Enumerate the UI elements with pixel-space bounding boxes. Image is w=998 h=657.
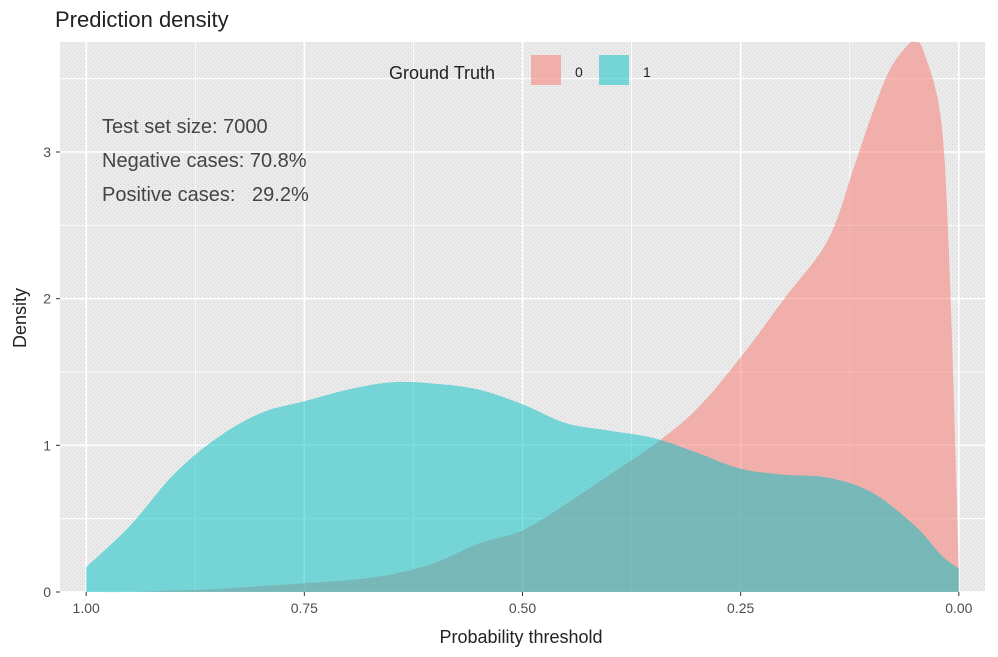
annotation-negative-cases: Negative cases: 70.8% — [102, 150, 307, 172]
axis-ticks: 1.00 0.75 0.50 0.25 0.00 0 1 2 3 — [43, 144, 972, 616]
legend-title: Ground Truth — [389, 63, 495, 83]
y-tick-label: 1 — [43, 437, 51, 453]
x-tick-label: 0.75 — [291, 600, 318, 616]
annotation-test-set-size: Test set size: 7000 — [102, 116, 268, 138]
x-tick-label: 0.50 — [509, 600, 536, 616]
density-series — [86, 41, 959, 593]
chart-title: Prediction density — [55, 7, 229, 32]
x-tick-label: 0.00 — [945, 600, 972, 616]
y-tick-label: 3 — [43, 144, 51, 160]
legend: Ground Truth 0 1 — [389, 55, 651, 85]
x-axis-title: Probability threshold — [439, 627, 602, 647]
annotation-positive-cases: Positive cases: 29.2% — [102, 184, 309, 206]
density-area-0 — [86, 41, 959, 593]
x-tick-label: 1.00 — [73, 600, 100, 616]
legend-label-1: 1 — [643, 64, 651, 80]
legend-label-0: 0 — [575, 64, 583, 80]
y-tick-label: 2 — [43, 291, 51, 307]
y-axis-title: Density — [10, 288, 30, 348]
legend-key-0 — [531, 55, 561, 85]
legend-key-1 — [599, 55, 629, 85]
x-tick-label: 0.25 — [727, 600, 754, 616]
annotation-block: Test set size: 7000 Negative cases: 70.8… — [102, 116, 309, 206]
density-area-1 — [86, 381, 959, 592]
y-tick-label: 0 — [43, 584, 51, 600]
